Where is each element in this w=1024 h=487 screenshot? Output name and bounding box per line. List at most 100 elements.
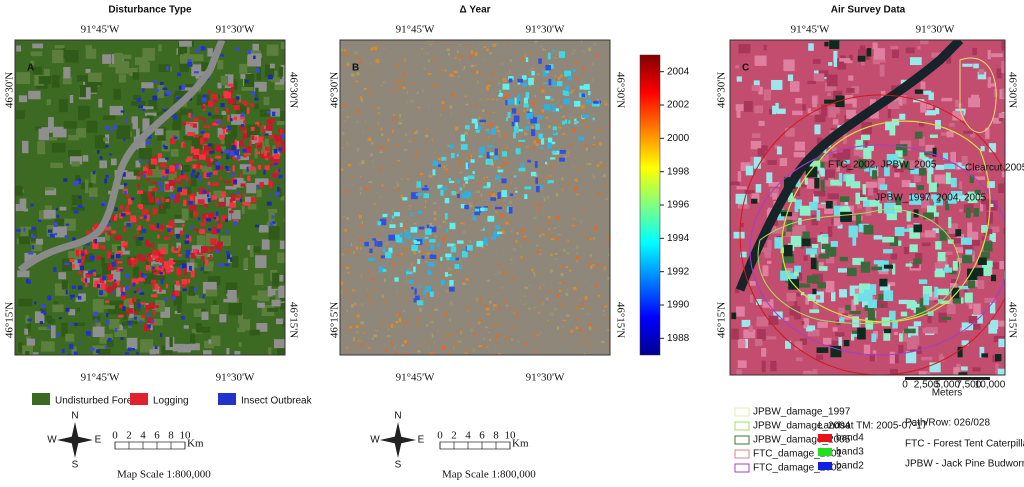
texture (485, 242, 488, 247)
texture (180, 284, 187, 288)
texture (273, 163, 278, 166)
texture (124, 182, 127, 186)
texture (209, 159, 218, 165)
compass-letter: W (370, 435, 380, 446)
texture (929, 107, 936, 113)
texture (981, 353, 989, 358)
texture (866, 48, 872, 57)
texture (165, 284, 169, 289)
texture (53, 267, 57, 273)
compass (380, 422, 416, 458)
texture (174, 284, 181, 291)
texture (433, 202, 437, 205)
texture (188, 265, 193, 271)
texture (540, 167, 542, 169)
texture (547, 142, 552, 149)
texture (535, 245, 539, 247)
lat-label: 46°30'N (1006, 72, 1018, 108)
texture (598, 294, 601, 297)
texture (922, 157, 929, 163)
outline (739, 94, 1005, 375)
texture (480, 121, 485, 126)
texture (361, 303, 364, 307)
texture (939, 300, 950, 304)
texture (486, 84, 491, 87)
texture (474, 218, 477, 221)
texture (220, 75, 229, 86)
texture (240, 124, 245, 127)
texture (138, 237, 144, 241)
texture (283, 272, 285, 284)
texture (427, 270, 432, 275)
texture (112, 126, 118, 130)
texture (242, 201, 250, 206)
texture (562, 319, 567, 321)
texture (845, 174, 851, 187)
texture (137, 303, 141, 309)
texture (439, 71, 443, 73)
texture (538, 208, 540, 212)
texture (230, 118, 233, 122)
texture (234, 197, 240, 201)
texture (142, 88, 145, 93)
texture (553, 307, 558, 311)
texture (199, 117, 204, 120)
texture (572, 294, 574, 296)
texture (132, 72, 139, 80)
texture (215, 165, 220, 170)
texture (489, 191, 494, 195)
texture (880, 303, 885, 308)
texture (391, 215, 395, 219)
texture (179, 60, 193, 67)
texture (280, 117, 285, 124)
texture (511, 108, 517, 114)
texture (873, 235, 883, 240)
texture (574, 61, 579, 65)
texture (183, 187, 187, 190)
texture (446, 257, 451, 261)
texture (259, 109, 271, 117)
texture (351, 242, 353, 247)
texture (120, 213, 126, 217)
texture (207, 112, 212, 116)
texture (380, 150, 383, 152)
texture (990, 274, 997, 282)
texture (937, 288, 949, 296)
lon-label: 91°30'W (216, 372, 255, 384)
map-label: Clearcut 2005 (965, 163, 1024, 174)
texture (441, 237, 446, 241)
texture (212, 182, 219, 186)
texture (926, 103, 933, 110)
texture (480, 207, 485, 212)
texture (243, 120, 246, 124)
texture (578, 114, 582, 117)
texture (70, 156, 83, 165)
texture (439, 66, 441, 70)
texture (141, 272, 145, 278)
texture (164, 183, 171, 191)
texture (235, 104, 247, 115)
texture (165, 169, 169, 174)
texture (562, 331, 565, 334)
texture (941, 97, 953, 102)
texture (487, 98, 489, 100)
texture (430, 244, 435, 251)
texture (345, 266, 350, 270)
texture (221, 215, 227, 222)
texture (573, 187, 576, 191)
texture (77, 180, 81, 185)
texture (516, 104, 520, 106)
texture (202, 94, 207, 99)
texture (968, 239, 980, 246)
texture (530, 117, 537, 124)
texture (426, 252, 431, 255)
texture (848, 54, 853, 61)
texture (455, 126, 459, 131)
texture (409, 280, 414, 285)
texture (946, 53, 952, 64)
texture (857, 204, 862, 209)
texture (976, 165, 983, 173)
texture (214, 216, 219, 221)
lon-label: 91°30'W (526, 24, 565, 36)
texture (875, 58, 886, 63)
